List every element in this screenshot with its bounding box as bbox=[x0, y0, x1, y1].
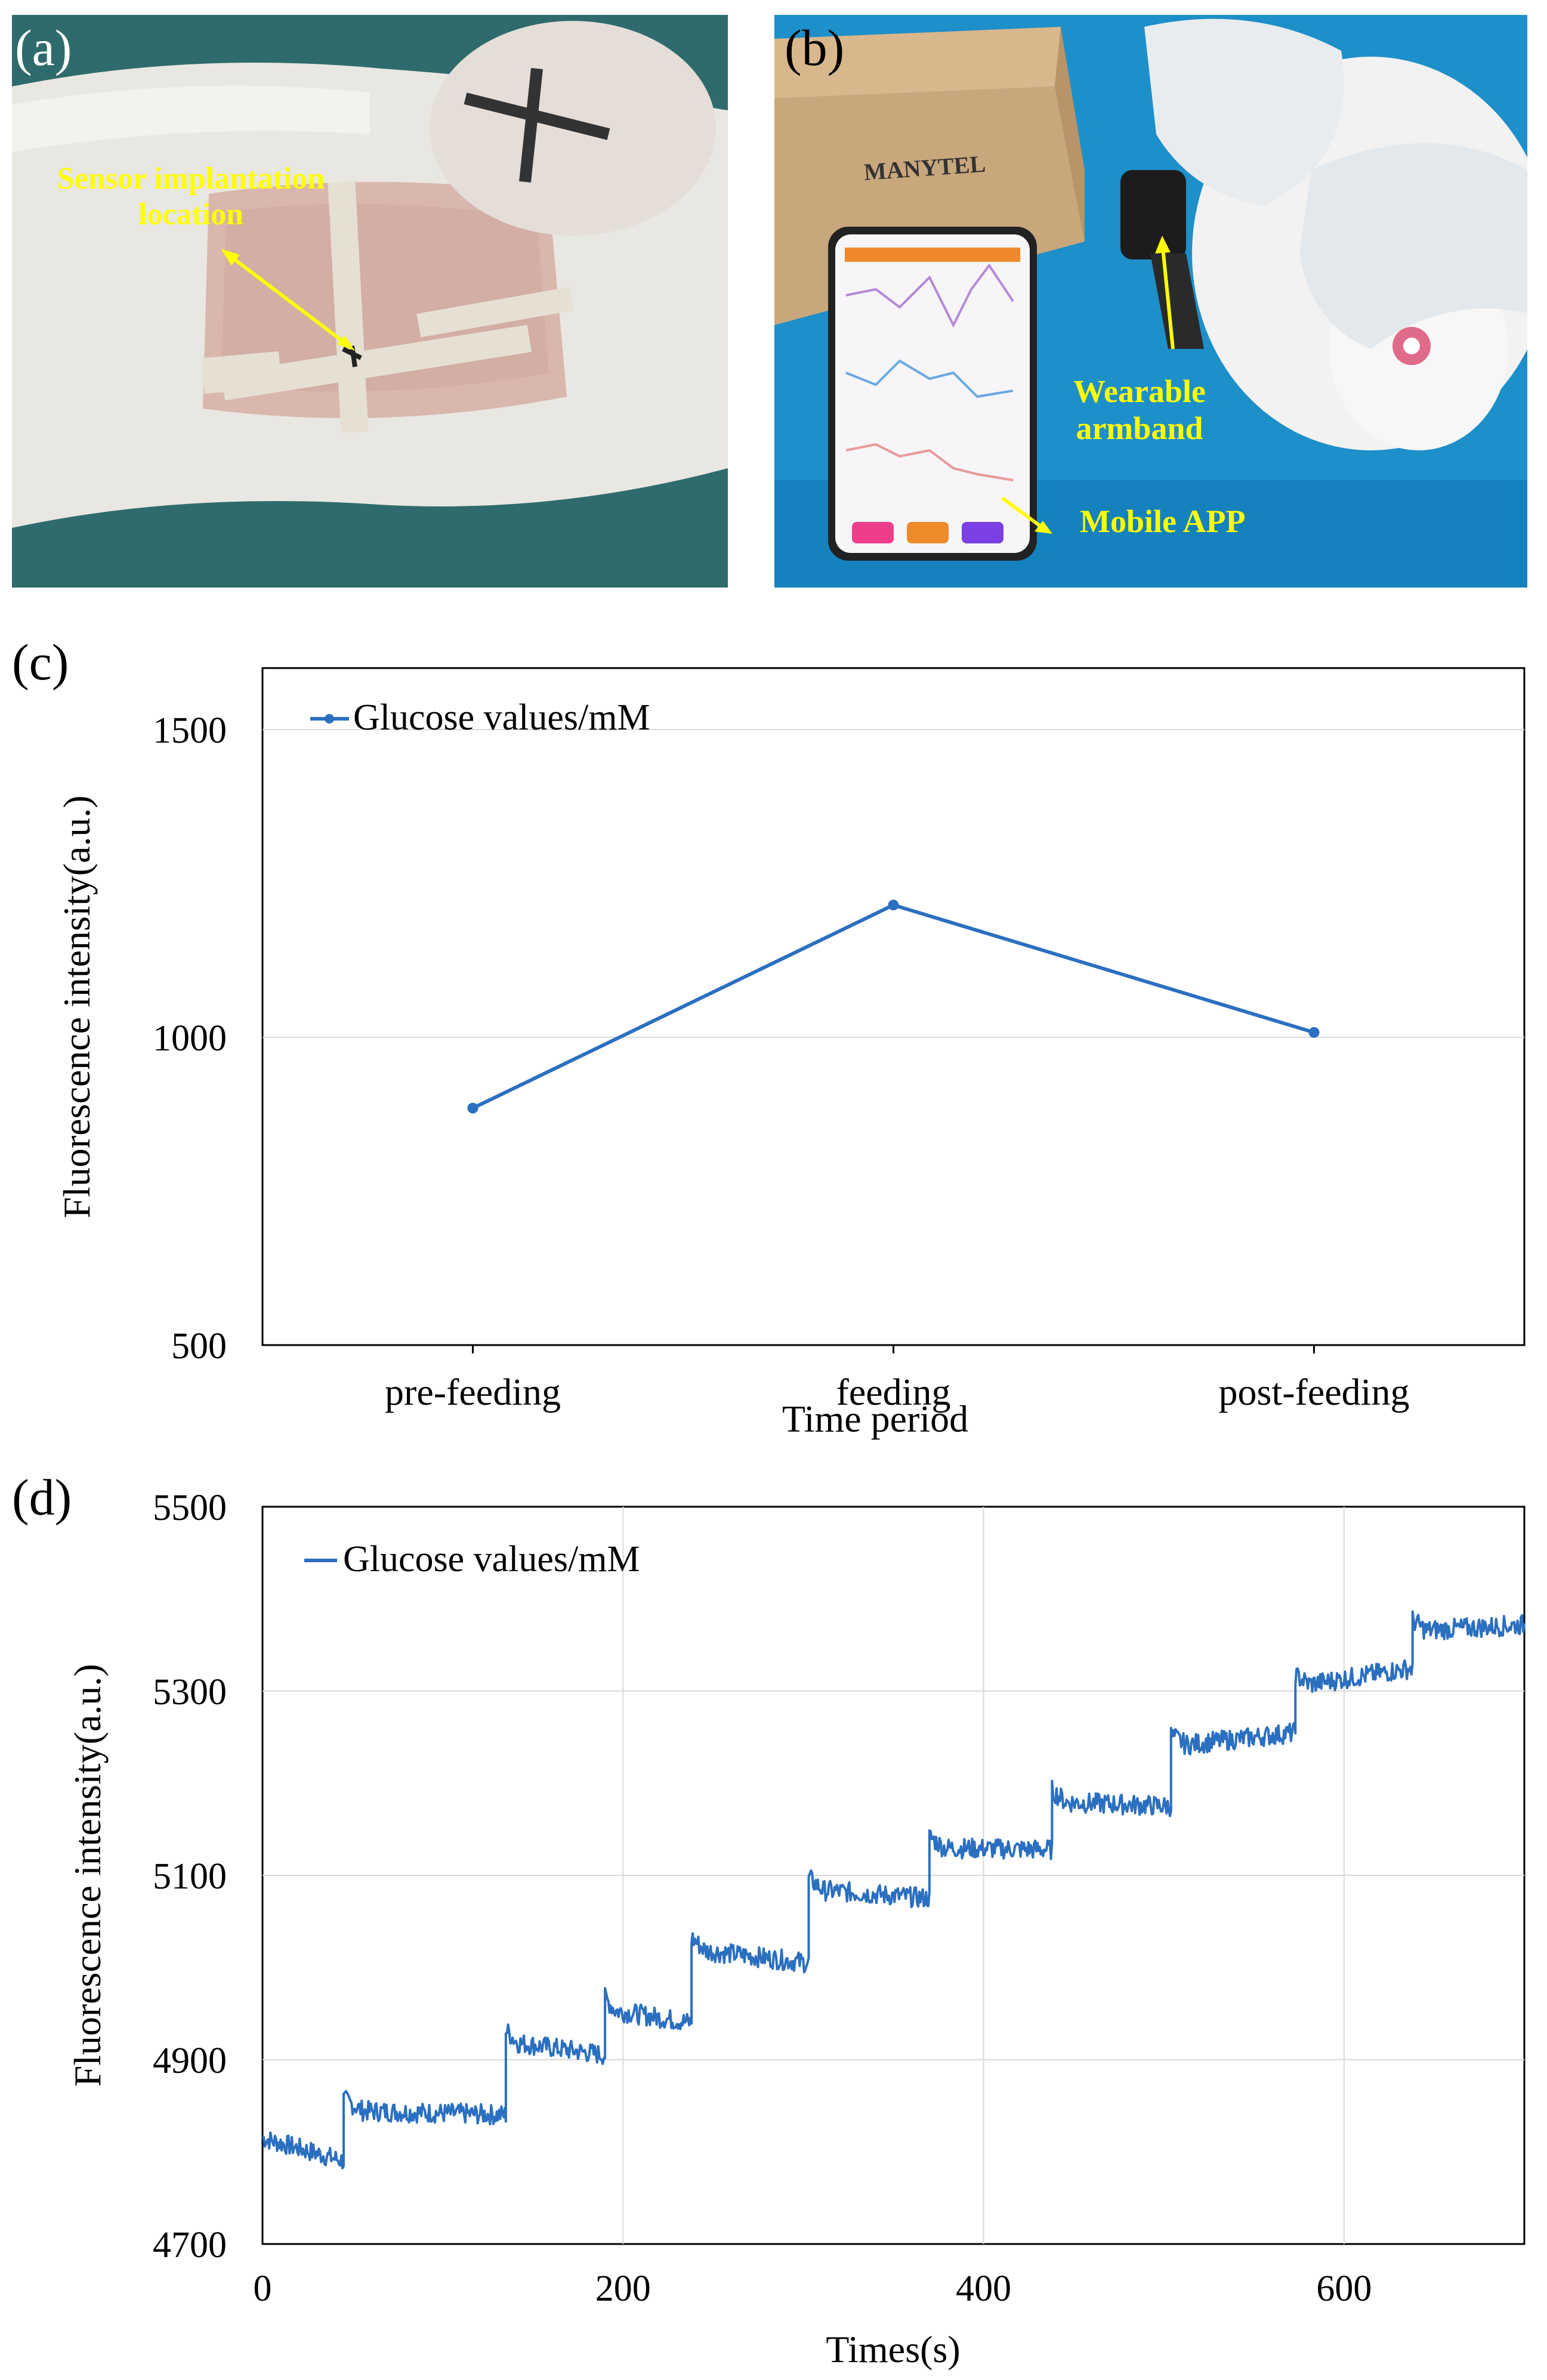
photo-b: MANYTEL bbox=[774, 15, 1527, 588]
annotation-mobile-app: Mobile APP bbox=[1080, 503, 1246, 539]
chart-d: 4700 4900 5100 5300 5500 0 200 400 600 Glucose … bbox=[66, 1488, 1526, 2370]
chart-d-ytick-label: 5300 bbox=[153, 1672, 227, 1713]
chart-d-xtick-label: 200 bbox=[595, 2268, 651, 2309]
chart-c-plot-area bbox=[261, 667, 1526, 1346]
chart-c-xtick-label: feeding bbox=[836, 1371, 951, 1413]
panel-label-a: (a) bbox=[15, 19, 72, 76]
annotation-wearable-line1: Wearable bbox=[1073, 373, 1206, 409]
chart-d-ylabel: Fluorescence intensity(a.u.) bbox=[66, 1664, 109, 2087]
chart-c-legend: Glucose values/mM bbox=[310, 697, 650, 738]
chart-c-xtick-label: post-feeding bbox=[1219, 1371, 1410, 1413]
chart-d-ytick-label: 5500 bbox=[153, 1488, 227, 1528]
chart-d-xlabel: Times(s) bbox=[826, 2328, 960, 2370]
chart-d-xtick-label: 0 bbox=[254, 2268, 272, 2309]
chart-d-xtick-label: 600 bbox=[1316, 2268, 1372, 2309]
panel-label-c: (c) bbox=[12, 633, 69, 691]
chart-d-xtick-label: 400 bbox=[956, 2268, 1011, 2309]
panel-label-b: (b) bbox=[785, 19, 845, 76]
chart-c-xtick-label: pre-feeding bbox=[385, 1371, 561, 1413]
chart-c-point bbox=[1308, 1027, 1320, 1038]
chart-c: 500 1000 1500 pre-feeding feeding post-feedi… bbox=[55, 667, 1526, 1440]
chart-d-legend: Glucose values/mM bbox=[304, 1539, 640, 1580]
annotation-wearable-line2: armband bbox=[1076, 410, 1203, 447]
chart-c-point bbox=[467, 1102, 478, 1114]
panel-label-d: (d) bbox=[12, 1469, 72, 1526]
chart-c-xlabel: Time period bbox=[782, 1398, 968, 1440]
chart-d-legend-label: Glucose values/mM bbox=[343, 1539, 640, 1580]
chart-c-point bbox=[888, 900, 899, 911]
chart-d-ytick-label: 4900 bbox=[153, 2041, 227, 2081]
annotation-sensor-line1: Sensor implantation bbox=[57, 162, 325, 196]
chart-c-ytick-label: 1500 bbox=[153, 710, 227, 751]
chart-d-ytick-label: 5100 bbox=[153, 1856, 227, 1897]
chart-d-series-line bbox=[261, 1610, 1526, 2169]
annotation-sensor-location: Sensor implantation location bbox=[24, 161, 358, 233]
chart-c-ytick-label: 1000 bbox=[153, 1018, 227, 1059]
photo-b-illustration: MANYTEL bbox=[774, 15, 1527, 588]
chart-c-ylabel: Fluorescence intensity(a.u.) bbox=[55, 795, 98, 1218]
photo-a bbox=[12, 15, 728, 588]
chart-c-ytick-label: 500 bbox=[171, 1326, 227, 1367]
annotation-wearable-armband: Wearable armband bbox=[1050, 373, 1229, 447]
photo-a-illustration bbox=[12, 15, 728, 588]
chart-c-legend-label: Glucose values/mM bbox=[353, 697, 650, 738]
chart-c-legend-marker bbox=[325, 714, 334, 724]
annotation-sensor-line2: location bbox=[138, 197, 244, 231]
chart-c-series-line bbox=[472, 903, 1315, 1110]
chart-d-ytick-label: 4700 bbox=[153, 2225, 227, 2265]
